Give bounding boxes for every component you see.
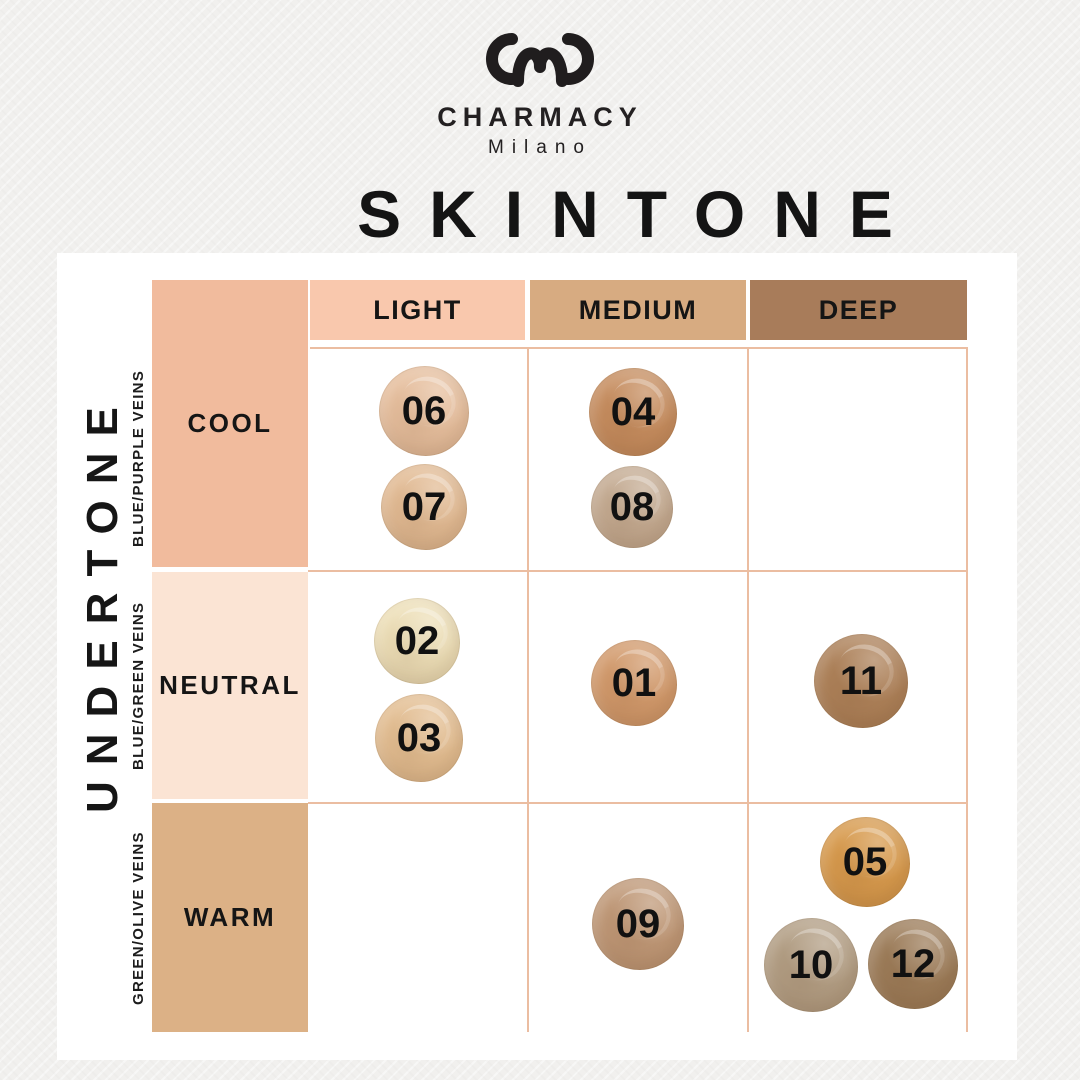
undertone-axis-label: UNDERTONE [78,391,127,813]
shade-number: 10 [788,942,834,987]
shade-number: 06 [401,388,447,433]
shade-swatch-04: 04 [589,368,677,456]
row-header-cool-label: COOL [187,408,273,438]
shade-swatch-05: 05 [820,817,910,907]
col-header-medium: MEDIUM [530,280,746,340]
shade-swatch-09: 09 [592,878,684,970]
veins-label-neutral: BLUE/GREEN VEINS [130,601,147,771]
shade-swatch-07: 07 [381,464,467,550]
col-header-deep: DEEP [750,280,967,340]
col-header-deep-label: DEEP [818,294,899,325]
shade-swatch-01: 01 [591,640,677,726]
shade-swatch-10: 10 [764,918,858,1012]
row-header-warm: WARM [152,803,308,1032]
shade-number: 12 [890,941,936,986]
grid-line [966,348,968,1032]
row-header-cool: COOL [152,280,308,567]
col-header-light-label: LIGHT [373,294,462,325]
brand-logo: CHARMACY Milano [0,18,1080,159]
grid-line [747,348,749,1032]
row-header-warm-label: WARM [183,902,277,932]
shade-number: 03 [396,715,442,760]
shade-number: 08 [609,484,655,529]
veins-label-warm: GREEN/OLIVE VEINS [130,831,147,1005]
grid-line [527,348,529,1032]
row-header-neutral: NEUTRAL [152,572,308,799]
shade-swatch-02: 02 [374,598,460,684]
shade-swatch-06: 06 [379,366,469,456]
grid-line [310,347,968,349]
shade-number: 05 [842,839,888,884]
col-header-light: LIGHT [310,280,525,340]
shade-number: 04 [610,389,656,434]
brand-city: Milano [488,137,592,158]
brand-name: CHARMACY [437,102,643,132]
brand-monogram-icon [486,33,594,87]
shade-number: 11 [839,658,883,703]
grid-line [308,570,968,572]
veins-label-cool: BLUE/PURPLE VEINS [130,369,147,547]
shade-number: 02 [394,618,440,663]
shade-number: 01 [611,660,657,705]
shade-swatch-12: 12 [868,919,958,1009]
row-header-neutral-label: NEUTRAL [159,670,301,700]
shade-number: 07 [401,484,447,529]
shade-swatch-11: 11 [814,634,908,728]
shade-number: 09 [615,901,661,946]
shade-swatch-03: 03 [375,694,463,782]
shade-swatch-08: 08 [591,466,673,548]
grid-line [308,802,968,804]
col-header-medium-label: MEDIUM [578,294,698,325]
chart-title: SKINTONE [357,177,921,251]
